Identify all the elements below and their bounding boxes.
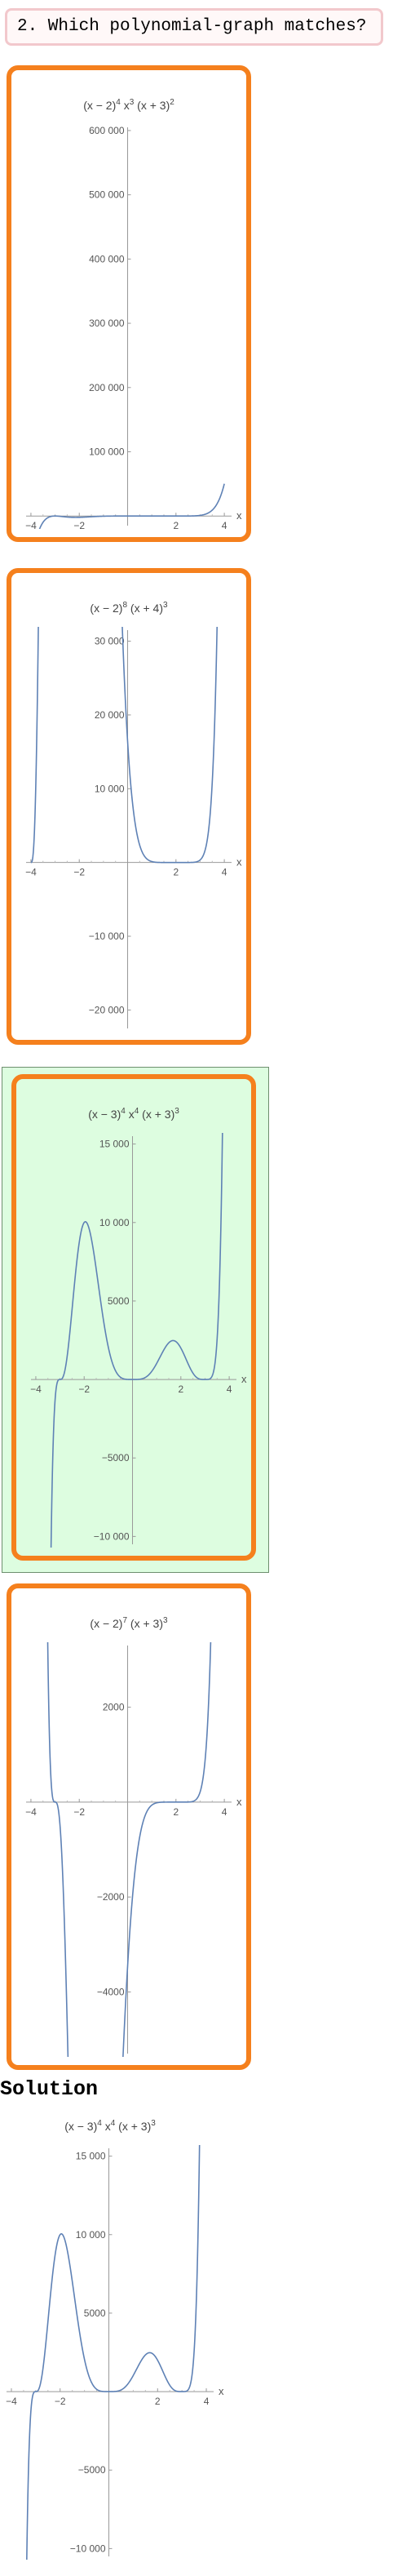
x-tick-label: −2 — [78, 1383, 90, 1395]
x-axis-label: x — [236, 1796, 242, 1808]
y-tick-label: 2000 — [103, 1702, 125, 1713]
solution-heading: Solution — [0, 2077, 99, 2101]
graph-title-part: (x − 2) — [90, 1617, 122, 1630]
y-tick-label: 10 000 — [99, 1217, 130, 1228]
y-tick-label: 20 000 — [95, 709, 125, 721]
x-tick-label: −4 — [25, 520, 37, 531]
answer-option-c[interactable]: (x − 3)4 x4 (x + 3)3 −4 −2 2 4 x −10 000 −5000 5… — [11, 1074, 256, 1561]
polynomial-curve — [30, 627, 219, 864]
x-tick-label: −4 — [6, 2396, 17, 2407]
y-tick-label: 300 000 — [89, 318, 125, 329]
y-tick-label: 15 000 — [99, 1139, 130, 1150]
x-tick-label: −4 — [30, 1383, 42, 1395]
x-tick-label: −2 — [73, 867, 85, 878]
selected-answer-highlight — [2, 1067, 269, 1573]
graph-title-part: x — [102, 2120, 111, 2133]
graph-title-part: (x + 3) — [139, 1108, 174, 1121]
x-tick-label: −2 — [73, 520, 85, 531]
y-tick-label: −5000 — [102, 1452, 130, 1463]
y-tick-label: 400 000 — [89, 253, 125, 264]
answer-option-b[interactable]: (x − 2)8 (x + 4)3 −4 −2 2 4 x −20 000 −10 000 10… — [7, 568, 251, 1045]
x-tick-label: 4 — [222, 867, 227, 878]
graph-title-part: 3 — [130, 98, 135, 107]
x-tick-label: 4 — [222, 520, 227, 531]
y-tick-label: 100 000 — [89, 446, 125, 457]
y-tick-label: 10 000 — [76, 2229, 106, 2241]
solution-graph: (x − 3)4 x4 (x + 3)3−4 −2 2 4x−10 000−50005… — [6, 2119, 224, 2560]
polynomial-curve — [46, 1642, 212, 2057]
graph-title-part: (x + 3) — [134, 99, 170, 112]
y-tick-label: 5000 — [108, 1295, 130, 1307]
x-tick-label: −4 — [25, 1806, 37, 1818]
y-tick-label: −2000 — [97, 1891, 125, 1903]
x-tick-label: −4 — [25, 867, 37, 878]
graph-title: (x − 2)4 x3 (x + 3)2 — [83, 98, 174, 112]
y-tick-label: 30 000 — [95, 636, 125, 647]
graph-title-part: (x − 3) — [64, 2120, 97, 2133]
graph-title-part: 3 — [163, 601, 168, 610]
x-tick-label: −2 — [73, 1806, 85, 1818]
answer-option-d[interactable]: (x − 2)7 (x + 3)3 −4 −2 2 4 x −4000 −2000 2000 — [7, 1583, 251, 2070]
x-tick-label: 2 — [173, 520, 179, 531]
graph-title-part: 8 — [122, 601, 127, 610]
graph-title-part: (x − 3) — [88, 1108, 121, 1121]
graph-title-part: x — [121, 99, 130, 112]
graph-title: (x − 2)7 (x + 3)3 — [90, 1616, 168, 1630]
y-tick-label: −20 000 — [89, 1004, 125, 1015]
graph-title: (x − 3)4 x4 (x + 3)3 — [64, 2119, 156, 2133]
graph-title-part: 3 — [151, 2119, 156, 2128]
x-tick-label: 2 — [173, 1806, 179, 1818]
x-tick-label: 2 — [155, 2396, 161, 2407]
x-axis-label: x — [219, 2385, 224, 2397]
y-tick-label: 200 000 — [89, 382, 125, 393]
graph-title-part: x — [126, 1108, 135, 1121]
x-axis-label: x — [241, 1373, 247, 1385]
y-tick-label: 15 000 — [76, 2151, 106, 2162]
polynomial-curve — [50, 1133, 223, 1548]
graph-title-part: 4 — [111, 2119, 116, 2128]
y-tick-label: 5000 — [84, 2307, 106, 2319]
x-tick-label: 4 — [227, 1383, 232, 1395]
graph-title-part: (x + 3) — [115, 2120, 151, 2133]
graph-title-part: 2 — [170, 98, 174, 107]
graph-title-part: 3 — [174, 1107, 179, 1116]
y-tick-label: 500 000 — [89, 189, 125, 201]
x-tick-label: 4 — [204, 2396, 210, 2407]
y-tick-label: 600 000 — [89, 125, 125, 136]
graph-title: (x − 2)8 (x + 4)3 — [90, 601, 168, 615]
polynomial-curve — [38, 483, 225, 529]
y-tick-label: −10 000 — [94, 1530, 130, 1542]
graph-option-b: (x − 2)8 (x + 4)3 −4 −2 2 4x −20 000 −10 000 10… — [25, 601, 242, 1028]
graph-title-part: 4 — [135, 1107, 139, 1116]
x-tick-label: −2 — [55, 2396, 66, 2407]
graph-title-part: (x − 2) — [90, 602, 122, 615]
y-tick-label: −4000 — [97, 1986, 125, 1997]
x-tick-label: 2 — [178, 1383, 183, 1395]
graph-title-part: (x + 3) — [127, 1617, 163, 1630]
graph-title-part: 7 — [122, 1616, 127, 1625]
graph-title-part: (x + 4) — [127, 602, 163, 615]
y-tick-label: −10 000 — [89, 930, 125, 942]
x-axis-label: x — [236, 856, 242, 868]
x-tick-label: 2 — [173, 867, 179, 878]
polynomial-curve — [26, 2145, 201, 2560]
graph-title-part: 4 — [116, 98, 121, 107]
graph-title: (x − 3)4 x4 (x + 3)3 — [88, 1107, 179, 1121]
graph-title-part: 3 — [163, 1616, 168, 1625]
y-tick-label: −10 000 — [70, 2543, 106, 2554]
graph-option-d: (x − 2)7 (x + 3)3 −4 −2 2 4x −4000 −2000 2000 — [25, 1616, 242, 2057]
graph-title-part: (x − 2) — [83, 99, 116, 112]
graph-title-part: 4 — [97, 2119, 102, 2128]
answer-option-a[interactable]: (x − 2)4 x3 (x + 3)2 −4 −2 2 4 x 100 000 200 00… — [7, 65, 251, 542]
y-tick-label: 10 000 — [95, 783, 125, 794]
graph-option-c: (x − 3)4 x4 (x + 3)3−4 −2 2 4x−10 000−50005… — [30, 1107, 247, 1548]
graph-title-part: 4 — [121, 1107, 126, 1116]
y-tick-label: −5000 — [78, 2464, 106, 2476]
question-prompt: 2. Which polynomial-graph matches? — [5, 8, 383, 46]
x-tick-label: 4 — [222, 1806, 227, 1818]
x-axis-label: x — [236, 509, 242, 522]
